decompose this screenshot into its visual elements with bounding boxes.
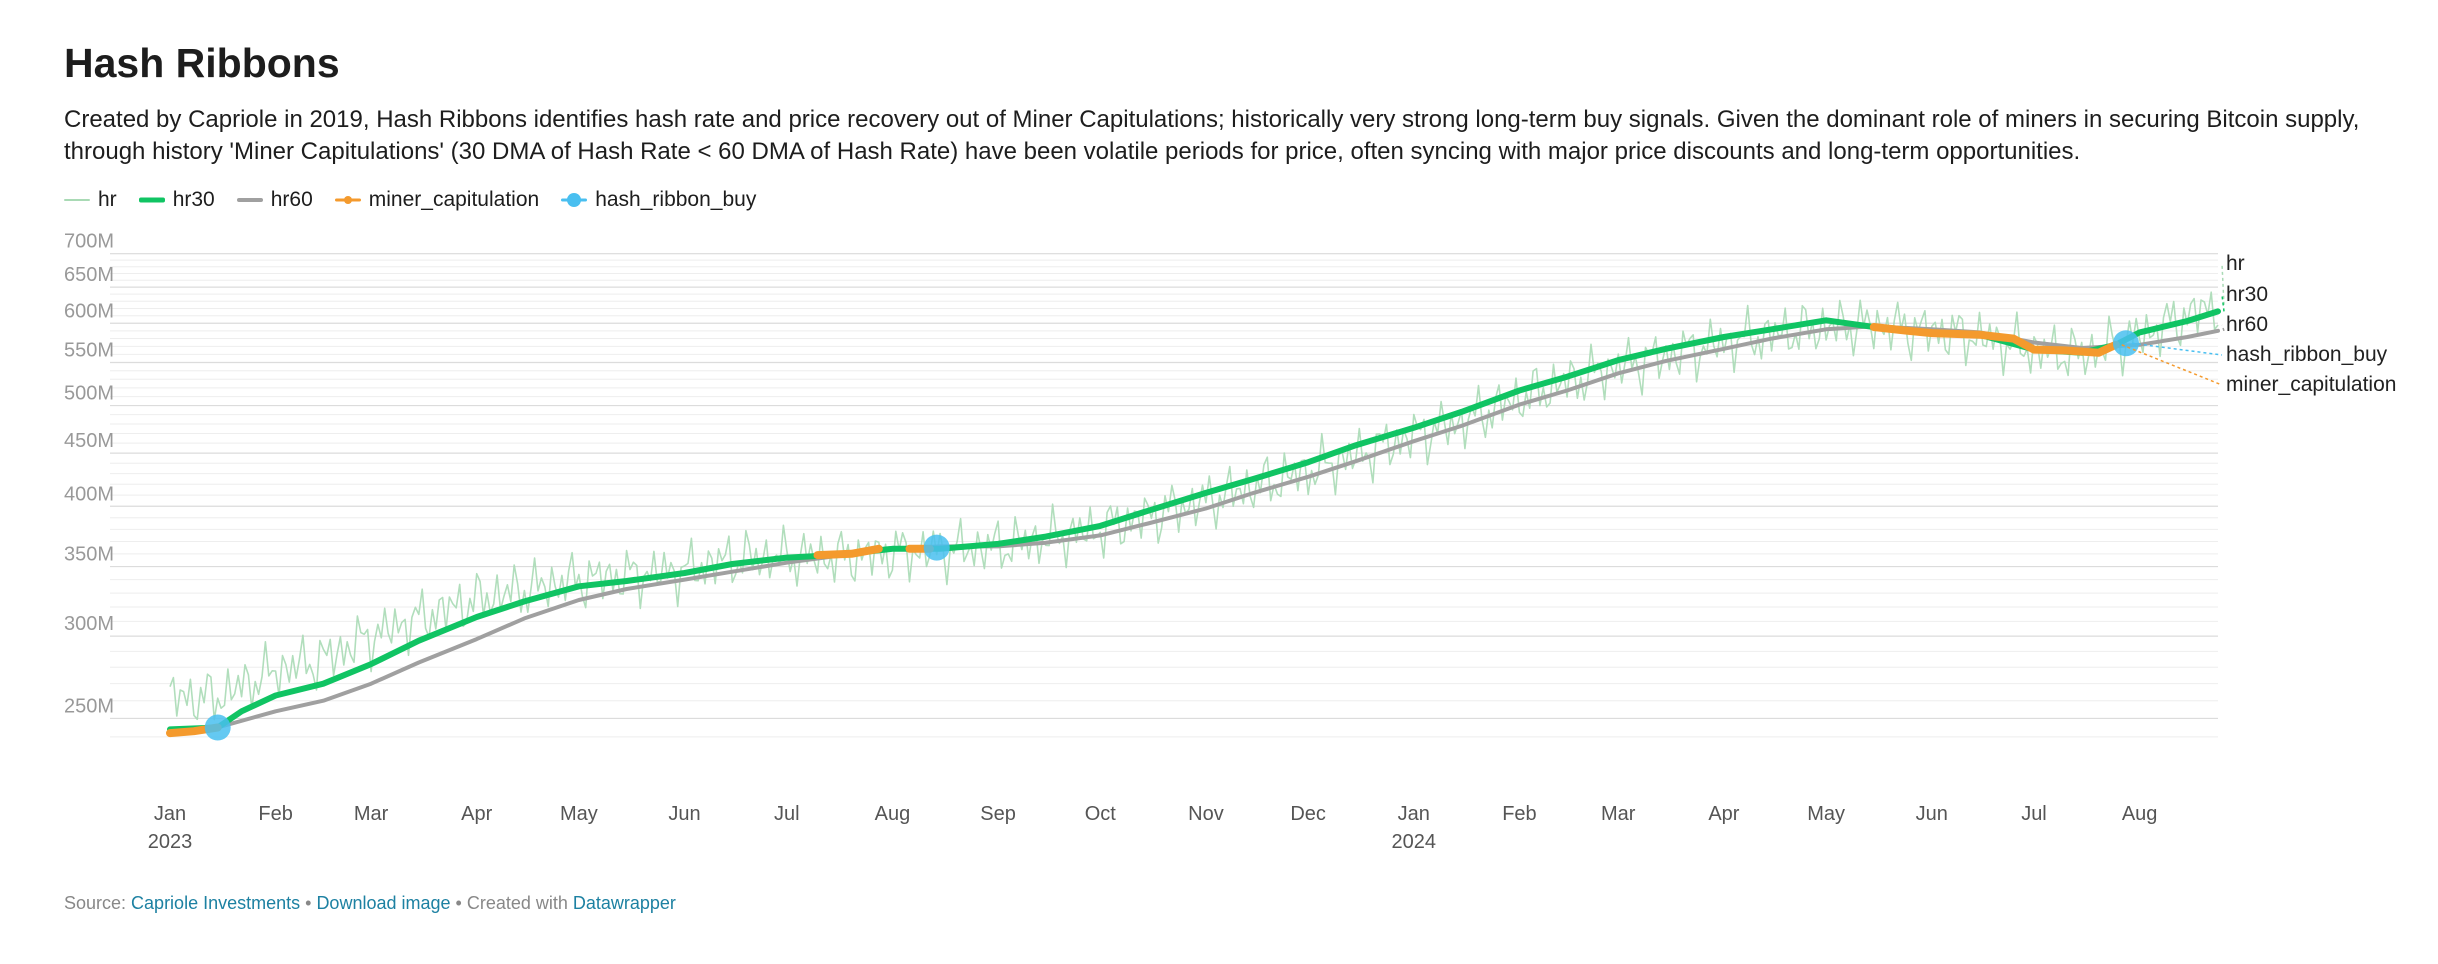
x-tick-label: Nov <box>1188 803 1224 825</box>
chart-description: Created by Capriole in 2019, Hash Ribbon… <box>64 106 2360 165</box>
legend-item-miner-capitulation: miner_capitulation <box>334 188 540 212</box>
legend-item-hr60: hr60 <box>236 188 313 212</box>
series-line-miner-capitulation <box>1869 323 2120 357</box>
series-line-hr30 <box>167 308 2221 733</box>
end-label-leader <box>2221 263 2225 305</box>
datawrapper-link[interactable]: Datawrapper <box>572 893 676 913</box>
y-tick-label: 550M <box>64 340 114 362</box>
legend-key-miner-capitulation <box>334 194 361 206</box>
download-image-link[interactable]: Download image <box>316 893 451 913</box>
legend-key-hr60 <box>236 194 263 206</box>
chart-title: Hash Ribbons <box>64 40 340 86</box>
footer: Source: Capriole Investments • Download … <box>64 893 676 914</box>
x-tick-label: Jun <box>668 803 700 825</box>
x-tick-label: Jul <box>774 803 800 825</box>
source-prefix: Source: <box>64 893 132 913</box>
x-tick-label: Apr <box>1708 803 1739 825</box>
y-tick-label: 650M <box>64 264 114 286</box>
y-tick-label: 450M <box>64 430 114 452</box>
x-tick-label: Aug <box>2122 803 2158 825</box>
source-link[interactable]: Capriole Investments <box>131 893 301 913</box>
x-tick-label: Feb <box>1502 803 1536 825</box>
hash-ribbon-buy-point <box>2112 330 2139 357</box>
x-tick-label: Mar <box>354 803 389 825</box>
hash-ribbon-buy-point <box>204 714 231 741</box>
created-with-text: • Created with <box>450 893 573 913</box>
x-tick-label: Jan <box>1398 803 1430 825</box>
series-line-miner-capitulation <box>813 544 883 560</box>
legend-label-hr: hr <box>98 188 117 211</box>
y-tick-label: 500M <box>64 383 114 405</box>
legend-label-hr60: hr60 <box>270 188 313 211</box>
y-tick-label: 700M <box>64 231 114 253</box>
x-tick-label: Jul <box>2021 803 2047 825</box>
x-tick-label: Dec <box>1290 803 1326 825</box>
end-label-leader <box>2221 294 2225 312</box>
end-label-hr30: hr30 <box>2226 283 2268 306</box>
x-tick-label: Mar <box>1601 803 1636 825</box>
end-label-hash-ribbon-buy: hash_ribbon_buy <box>2226 343 2388 366</box>
end-label-miner-capitulation: miner_capitulation <box>2226 373 2396 396</box>
legend-label-miner-capitulation: miner_capitulation <box>368 188 540 211</box>
x-tick-label: May <box>560 803 598 825</box>
legend-label-hr30: hr30 <box>172 188 215 211</box>
y-tick-label: 350M <box>64 544 114 566</box>
x-tick-label: Feb <box>258 803 292 825</box>
y-tick-label: 600M <box>64 300 114 322</box>
x-tick-label: Sep <box>980 803 1016 825</box>
footer-separator: • <box>300 893 317 913</box>
hash-ribbon-buy-point <box>923 534 950 561</box>
legend-label-hash-ribbon-buy: hash_ribbon_buy <box>595 188 757 211</box>
x-tick-sublabel: 2023 <box>148 831 193 853</box>
end-label-hr: hr <box>2226 252 2245 275</box>
legend: hr hr30 hr60 miner_capitulation hash_rib… <box>64 188 778 212</box>
x-tick-label: Jun <box>1916 803 1948 825</box>
x-tick-label: Oct <box>1085 803 1117 825</box>
x-tick-label: May <box>1807 803 1845 825</box>
y-tick-label: 400M <box>64 483 114 505</box>
end-label-leader <box>2221 324 2225 332</box>
legend-item-hash-ribbon-buy: hash_ribbon_buy <box>561 188 756 212</box>
legend-item-hr30: hr30 <box>138 188 215 212</box>
legend-key-hr <box>64 194 90 206</box>
end-label-leader <box>2131 342 2223 356</box>
legend-key-hash-ribbon-buy <box>561 193 588 207</box>
x-tick-label: Apr <box>461 803 492 825</box>
legend-key-hr30 <box>138 194 165 206</box>
x-tick-label: Aug <box>875 803 911 825</box>
legend-item-hr: hr <box>64 188 117 212</box>
series-line-hr <box>169 291 2219 721</box>
y-tick-label: 250M <box>64 695 114 717</box>
end-label-hr60: hr60 <box>2226 313 2268 336</box>
x-tick-sublabel: 2024 <box>1392 831 1437 853</box>
x-tick-label: Jan <box>154 803 186 825</box>
y-tick-label: 300M <box>64 613 114 635</box>
